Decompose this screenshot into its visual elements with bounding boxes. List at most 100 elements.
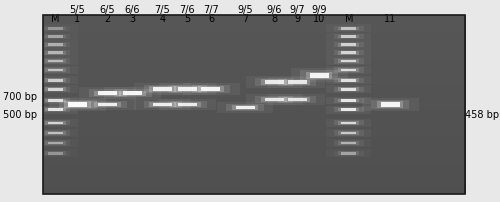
Bar bbox=[32, 41, 78, 49]
Bar bbox=[192, 86, 230, 94]
Bar bbox=[326, 77, 372, 85]
Bar bbox=[338, 69, 359, 73]
Bar bbox=[342, 142, 356, 145]
Bar bbox=[44, 88, 66, 92]
Bar bbox=[32, 77, 78, 85]
Bar bbox=[48, 52, 62, 55]
Bar bbox=[246, 77, 302, 89]
Text: 9/9: 9/9 bbox=[311, 5, 327, 15]
Bar bbox=[371, 101, 409, 109]
Bar bbox=[48, 109, 62, 112]
Bar bbox=[149, 102, 176, 108]
Bar bbox=[32, 67, 78, 75]
Text: 7/7: 7/7 bbox=[203, 5, 219, 15]
Bar bbox=[334, 87, 364, 93]
Bar bbox=[119, 91, 146, 97]
Bar bbox=[338, 108, 359, 112]
Bar bbox=[342, 152, 356, 155]
Bar bbox=[334, 68, 364, 73]
Bar bbox=[310, 73, 328, 78]
Bar bbox=[134, 100, 191, 110]
Text: 4: 4 bbox=[160, 14, 166, 24]
Bar bbox=[44, 69, 66, 73]
Bar bbox=[362, 98, 418, 112]
Bar bbox=[284, 80, 310, 85]
Text: 9/7: 9/7 bbox=[289, 5, 305, 15]
Text: 6/5: 6/5 bbox=[100, 5, 116, 15]
Bar bbox=[149, 87, 176, 93]
Bar bbox=[338, 52, 359, 55]
Bar bbox=[326, 119, 372, 127]
Bar bbox=[334, 98, 364, 104]
Bar bbox=[44, 132, 66, 135]
Bar bbox=[48, 69, 62, 72]
Bar bbox=[40, 107, 70, 113]
Bar bbox=[144, 101, 182, 109]
Bar bbox=[48, 142, 62, 145]
Bar bbox=[44, 36, 66, 39]
Bar bbox=[98, 92, 117, 96]
Bar bbox=[40, 141, 70, 146]
Bar bbox=[44, 60, 66, 63]
Text: 8: 8 bbox=[271, 14, 277, 24]
Text: 7/5: 7/5 bbox=[154, 5, 170, 15]
Bar bbox=[40, 151, 70, 156]
Bar bbox=[326, 86, 372, 94]
Bar bbox=[342, 60, 356, 63]
Bar bbox=[182, 84, 240, 96]
Bar bbox=[40, 87, 70, 93]
Bar bbox=[40, 131, 70, 136]
Bar bbox=[178, 103, 197, 107]
Bar bbox=[326, 33, 372, 41]
Bar bbox=[88, 90, 126, 98]
Bar bbox=[288, 98, 306, 102]
Bar bbox=[334, 131, 364, 136]
Bar bbox=[334, 43, 364, 48]
Bar bbox=[260, 80, 287, 86]
Bar bbox=[79, 100, 136, 110]
Bar bbox=[44, 121, 66, 125]
Bar bbox=[48, 36, 62, 39]
Text: 9: 9 bbox=[294, 14, 300, 24]
Bar bbox=[236, 106, 255, 110]
Bar bbox=[134, 84, 191, 96]
Bar bbox=[334, 59, 364, 64]
Bar bbox=[306, 72, 332, 79]
Bar bbox=[40, 27, 70, 32]
Bar bbox=[342, 132, 356, 135]
Bar bbox=[334, 121, 364, 126]
Bar bbox=[326, 25, 372, 33]
Bar bbox=[338, 121, 359, 125]
Text: 2: 2 bbox=[104, 14, 110, 24]
Bar bbox=[338, 88, 359, 92]
Bar bbox=[32, 140, 78, 147]
Bar bbox=[48, 60, 62, 63]
Bar bbox=[144, 86, 182, 94]
Bar bbox=[48, 152, 62, 155]
Text: 11: 11 bbox=[384, 14, 396, 24]
Text: 5/5: 5/5 bbox=[70, 5, 86, 15]
Bar bbox=[40, 68, 70, 73]
Bar bbox=[168, 86, 206, 94]
Bar bbox=[334, 35, 364, 40]
Bar bbox=[326, 49, 372, 57]
Text: 6/6: 6/6 bbox=[125, 5, 140, 15]
Bar bbox=[32, 149, 78, 158]
Bar bbox=[334, 141, 364, 146]
Bar bbox=[44, 108, 66, 112]
Text: 1: 1 bbox=[74, 14, 80, 24]
Text: 3: 3 bbox=[130, 14, 136, 24]
Bar bbox=[326, 67, 372, 75]
Bar bbox=[40, 43, 70, 48]
Bar bbox=[32, 58, 78, 65]
Bar bbox=[178, 88, 197, 92]
Bar bbox=[342, 44, 356, 47]
Bar bbox=[342, 52, 356, 55]
Bar bbox=[300, 71, 338, 81]
Bar bbox=[48, 100, 62, 102]
Bar bbox=[64, 102, 91, 108]
Bar bbox=[32, 119, 78, 127]
Text: 458 bp: 458 bp bbox=[465, 109, 499, 119]
Bar bbox=[342, 28, 356, 31]
Bar bbox=[202, 88, 220, 92]
